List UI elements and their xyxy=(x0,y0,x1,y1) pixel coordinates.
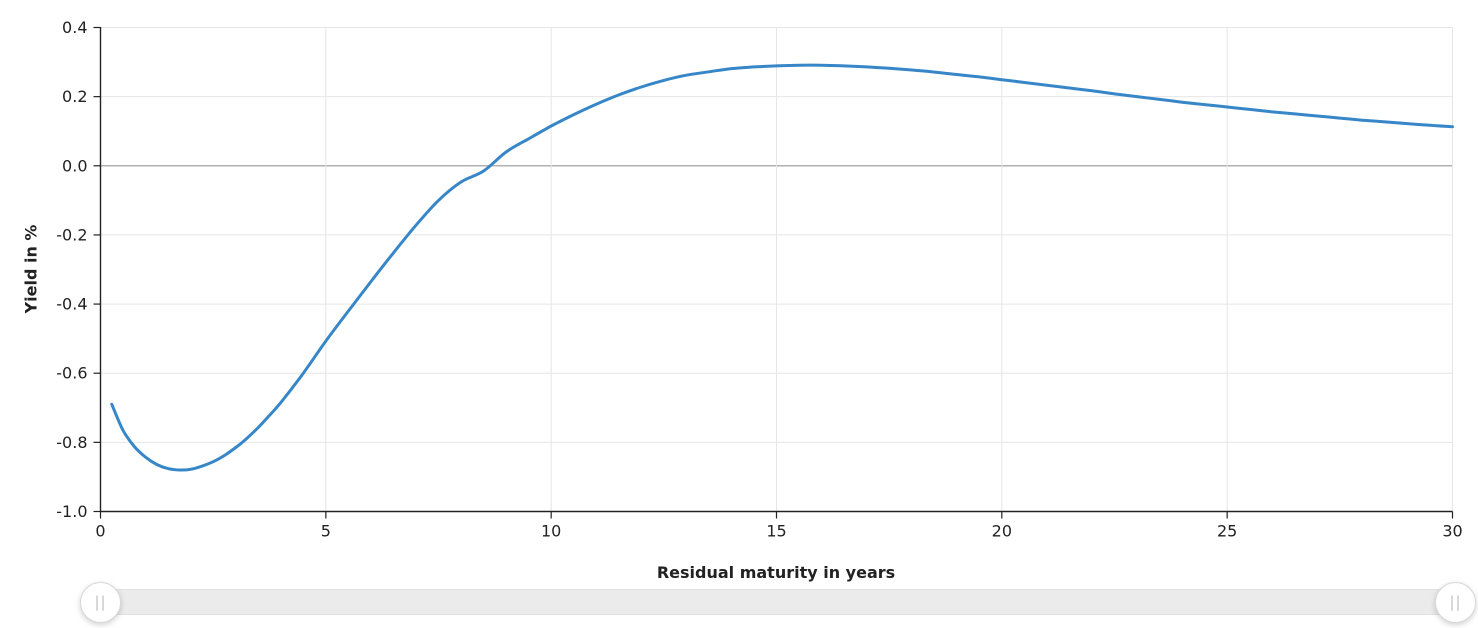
x-tick-label: 0 xyxy=(95,522,105,541)
y-tick-label: -1.0 xyxy=(56,502,87,521)
y-tick-label: -0.8 xyxy=(56,433,87,452)
x-tick-label: 10 xyxy=(541,522,561,541)
chart-canvas: 0.4 0.2 0.0 -0.2 -0.4 -0.6 -0.8 -1.0 0 5 10 15 20 25 3… xyxy=(56,18,1462,541)
grip-icon: || xyxy=(94,592,107,611)
x-tick-label: 25 xyxy=(1217,522,1237,541)
x-tick-label: 5 xyxy=(321,522,331,541)
x-tick-label: 30 xyxy=(1442,522,1462,541)
x-axis-title: Residual maturity in years xyxy=(656,563,896,582)
series-path-yield-curve[interactable] xyxy=(110,63,1454,472)
y-tick-label: 0.2 xyxy=(62,87,87,106)
y-tick-label: -0.4 xyxy=(56,295,87,314)
grip-icon: || xyxy=(1449,592,1462,611)
range-slider-right-handle[interactable]: || xyxy=(1435,582,1476,623)
y-axis-title: Yield in % xyxy=(21,224,41,314)
range-slider-left-handle[interactable]: || xyxy=(80,582,121,623)
y-tick-label: -0.2 xyxy=(56,225,87,244)
y-tick-label: 0.4 xyxy=(62,18,87,37)
y-tick-label: 0.0 xyxy=(62,156,87,175)
range-slider-track[interactable] xyxy=(100,589,1456,615)
x-tick-label: 20 xyxy=(992,522,1012,541)
y-tick-label: -0.6 xyxy=(56,364,87,383)
x-tick-label: 15 xyxy=(766,522,786,541)
